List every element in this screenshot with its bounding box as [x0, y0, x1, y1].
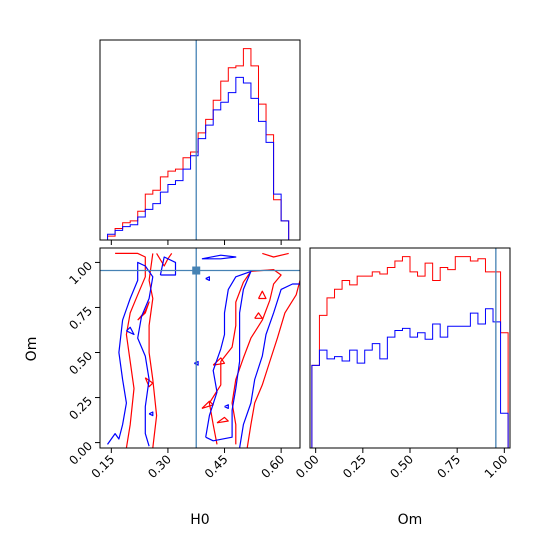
- contour-series-0-line-9: [216, 416, 229, 424]
- contour-series-1-line-9: [224, 404, 229, 409]
- contour-H0-Om-ytick-label-4: 1.00: [66, 259, 95, 288]
- contour-series-0-line-3: [262, 252, 289, 258]
- hist-H0-frame: [99, 39, 301, 241]
- contour-H0-Om-ytick-label-2: 0.50: [66, 349, 95, 378]
- contour-H0-Om-ytick-label-0: 0.00: [66, 439, 95, 468]
- contour-series-1-line-2: [201, 254, 237, 260]
- hist-Om-plot-area: [311, 248, 509, 448]
- contour-H0-Om-xtick-label-3: 0.60: [258, 452, 287, 481]
- contour-series-1-line-7: [205, 276, 210, 281]
- contour-y-axis-label: Om: [24, 337, 40, 362]
- hist-Om-frame: [309, 247, 511, 449]
- hist-Om-xtick-label-4: 1.00: [482, 452, 511, 481]
- hist-H0-plot-area: [100, 40, 297, 240]
- hist-Om-xtick-label-1: 0.25: [340, 452, 369, 481]
- contour-H0-Om-plot-area: [100, 248, 300, 448]
- hist-Om-series-0-step: [311, 256, 509, 448]
- contour-H0-Om-xtick-label-1: 0.30: [145, 452, 174, 481]
- contour-series-0-line-10: [254, 312, 263, 319]
- hist-H0-series-1-step: [100, 76, 297, 240]
- hist-Om-xtick-label-2: 0.50: [387, 452, 416, 481]
- contour-H0-Om-ytick-label-3: 0.75: [66, 304, 95, 333]
- contour-series-0-line-0: [115, 252, 146, 448]
- contour-series-1-line-3: [205, 270, 252, 442]
- contour-H0-Om-frame: [99, 247, 301, 449]
- contour-series-1-line-1: [159, 256, 177, 276]
- contour-series-1-line-5: [125, 326, 135, 336]
- contour-truth-marker: [192, 266, 201, 275]
- contour-series-1-line-6: [148, 411, 154, 417]
- contour-H0-Om-ytick-label-1: 0.25: [66, 394, 95, 423]
- contour-series-0-line-11: [257, 290, 267, 300]
- contour-series-1-line-0: [107, 261, 154, 447]
- contour-H0-Om-xtick-label-0: 0.15: [89, 452, 118, 481]
- hist-Om-series-1-step: [311, 308, 509, 448]
- contour-H0-Om-xtick-label-2: 0.45: [202, 452, 231, 481]
- om-hist-x-axis-label: Om: [398, 512, 423, 528]
- contour-series-0-line-2: [156, 253, 173, 267]
- contour-series-0-line-8: [201, 400, 214, 409]
- contour-series-1-line-4: [239, 283, 300, 448]
- contour-x-axis-label: H0: [190, 512, 209, 528]
- hist-Om-xtick-label-0: 0.00: [293, 452, 322, 481]
- contour-series-0-line-1: [148, 253, 158, 448]
- contour-series-0-line-5: [246, 280, 300, 448]
- hist-Om-xtick-label-3: 0.75: [434, 452, 463, 481]
